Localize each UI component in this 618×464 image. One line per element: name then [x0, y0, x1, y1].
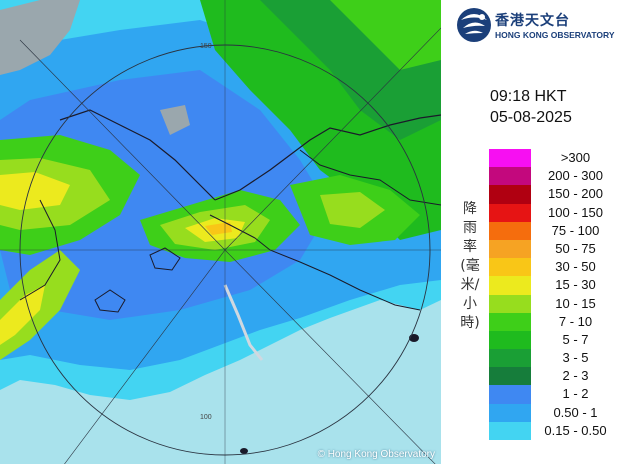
hko-logo[interactable]: 香港天文台 HONG KONG OBSERVATORY [455, 6, 618, 46]
legend-swatch [489, 312, 531, 331]
info-panel: 香港天文台 HONG KONG OBSERVATORY 09:18 HKT 05… [441, 0, 618, 464]
legend-swatch [489, 403, 531, 422]
legend-swatch [489, 330, 531, 350]
legend-label: 0.15 - 0.50 [544, 422, 607, 438]
legend-swatch [489, 421, 531, 440]
range-ring-label: 150 [200, 43, 212, 50]
legend-label: 30 - 50 [555, 259, 596, 275]
legend-label: 50 - 75 [555, 240, 596, 256]
range-ring-label: 100 [200, 414, 212, 421]
legend-swatch [489, 203, 531, 222]
legend-label: 7 - 10 [558, 313, 593, 329]
legend-label: 0.50 - 1 [553, 404, 598, 420]
legend-label: 1 - 2 [562, 386, 589, 402]
legend-swatch [489, 385, 531, 404]
logo-chinese-text: 香港天文台 [495, 12, 570, 28]
radar-echo-layer [0, 0, 441, 464]
observation-time: 09:18 HKT [490, 88, 567, 105]
legend-label: 75 - 100 [551, 222, 600, 238]
legend-swatch [489, 239, 531, 259]
legend-swatch [489, 349, 531, 368]
radar-map[interactable]: 150 100 © Hong Kong Observatory [0, 0, 441, 464]
legend-swatch [489, 149, 531, 168]
legend-swatch [489, 221, 531, 240]
legend-swatch [489, 167, 531, 186]
legend-label: >300 [560, 150, 591, 165]
legend-label: 15 - 30 [555, 277, 596, 293]
copyright-notice: © Hong Kong Observatory [317, 449, 435, 460]
legend-label: 200 - 300 [548, 168, 603, 184]
logo-english-text: HONG KONG OBSERVATORY [495, 30, 615, 40]
legend-label: 2 - 3 [562, 368, 589, 384]
legend-swatch [489, 276, 531, 295]
legend-label: 100 - 150 [548, 204, 603, 220]
hko-emblem-icon [457, 8, 491, 42]
legend-labels: >300 200 - 300 150 - 200 100 - 150 75 - 100 5… [533, 149, 618, 440]
legend-label: 150 - 200 [548, 186, 603, 202]
legend-label: 3 - 5 [562, 350, 589, 366]
observation-date: 05-08-2025 [490, 109, 572, 126]
legend-swatch [489, 367, 531, 386]
legend-color-bar [489, 149, 531, 440]
legend-label: 10 - 15 [555, 295, 596, 311]
legend-swatch [489, 258, 531, 277]
legend-swatch [489, 185, 531, 204]
legend-swatch [489, 294, 531, 313]
legend-title: 降雨率(毫米/小時) [460, 201, 480, 331]
legend-label: 5 - 7 [562, 331, 589, 347]
